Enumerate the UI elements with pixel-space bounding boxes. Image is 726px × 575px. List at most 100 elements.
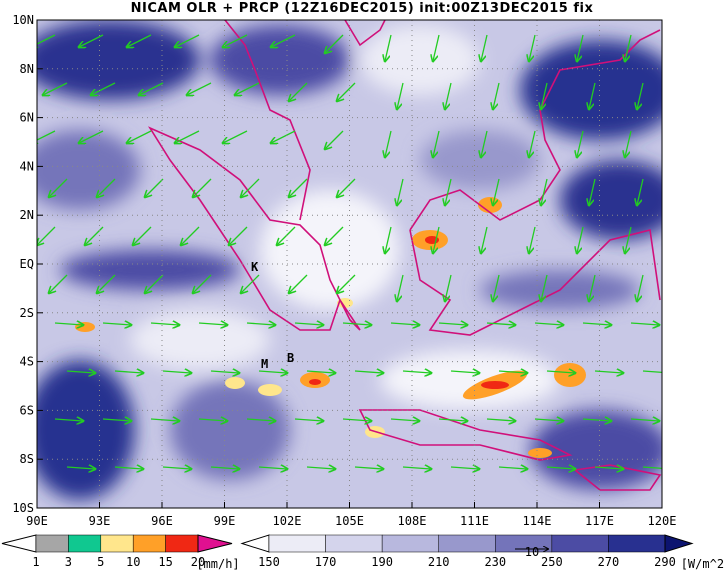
wind-vector xyxy=(433,226,440,253)
lon-label: 111E xyxy=(460,514,489,528)
colorbars: 1 3 5 10 15 20[mm/h] 150 170 190 210 230 250 270 290 [… xyxy=(1,534,726,571)
lat-label: EQ xyxy=(20,257,34,271)
colorbar-label: 10 xyxy=(126,555,140,569)
wind-vector xyxy=(498,371,527,373)
wind-vector xyxy=(102,419,131,421)
wind-vector xyxy=(594,371,623,373)
wind-vector xyxy=(306,371,335,373)
colorbar-segment xyxy=(268,534,326,553)
wind-vector xyxy=(445,178,452,205)
wind-vector xyxy=(642,466,662,470)
wind-vector xyxy=(594,467,623,469)
wind-vector xyxy=(193,274,212,293)
wind-vector xyxy=(127,34,152,47)
lon-label: 105E xyxy=(335,514,364,528)
colorbar-label: 270 xyxy=(598,555,620,569)
wind-vector xyxy=(43,82,68,95)
colorbar-unit: [W/m^2] xyxy=(681,557,726,571)
colorbar-segment xyxy=(325,534,383,553)
wind-vector xyxy=(445,274,452,301)
wind-vector xyxy=(175,130,200,143)
wind-vector xyxy=(150,419,179,421)
coastlines xyxy=(147,20,662,491)
wind-vector xyxy=(637,178,644,205)
wind-vectors xyxy=(37,34,662,470)
wind-vector xyxy=(577,226,584,253)
wind-vector xyxy=(625,130,632,157)
wind-vector xyxy=(493,274,500,301)
wind-vector xyxy=(577,130,584,157)
wind-vector xyxy=(445,82,452,109)
wind-vector xyxy=(577,34,584,61)
wind-vector xyxy=(402,371,431,373)
wind-vector xyxy=(150,323,179,325)
wind-vector xyxy=(187,82,212,95)
wind-vector xyxy=(630,323,659,325)
map-title: NICAM OLR + PRCP (12Z16DEC2015) init:00Z… xyxy=(131,1,594,16)
wind-vector xyxy=(486,419,515,421)
wind-vector xyxy=(79,34,104,47)
wind-vector xyxy=(450,371,479,373)
wind-vector xyxy=(210,371,239,373)
colorbar-label: 230 xyxy=(484,555,506,569)
map-marker: M xyxy=(261,357,268,371)
wind-vector xyxy=(546,467,575,469)
wind-vector xyxy=(498,467,527,469)
olr-field xyxy=(37,20,662,508)
wind-vector xyxy=(541,178,548,205)
wind-vector xyxy=(210,467,239,469)
wind-vector xyxy=(337,178,356,197)
colorbar-under xyxy=(1,534,37,553)
colorbar-segment xyxy=(35,534,69,553)
wind-vector xyxy=(193,178,212,197)
wind-vector xyxy=(438,323,467,325)
wind-vector xyxy=(486,323,515,325)
wind-vector xyxy=(162,371,191,373)
lon-label: 117E xyxy=(585,514,614,528)
wind-vector xyxy=(397,82,404,109)
wind-vector xyxy=(229,226,248,245)
wind-vector xyxy=(79,130,104,143)
wind-vector xyxy=(289,178,308,197)
wind-vector xyxy=(582,419,611,421)
colorbar-segment xyxy=(608,534,666,553)
wind-vector xyxy=(49,178,68,197)
lat-label: 2N xyxy=(20,208,34,222)
colorbar-label: 250 xyxy=(541,555,563,569)
lat-label: 2S xyxy=(20,306,34,320)
wind-vector xyxy=(246,419,275,421)
wind-vector xyxy=(493,82,500,109)
wind-vector xyxy=(102,323,131,325)
colorbar-label: 3 xyxy=(65,555,72,569)
colorbar-segment xyxy=(68,534,102,553)
vector-reference-label: 10 xyxy=(525,545,539,559)
lon-label: 96E xyxy=(151,514,173,528)
wind-vector xyxy=(37,130,56,143)
wind-vector xyxy=(306,467,335,469)
wind-vector xyxy=(589,82,596,109)
colorbar-label: 5 xyxy=(97,555,104,569)
wind-vector xyxy=(175,34,200,47)
wind-vector xyxy=(493,178,500,205)
lat-label: 6N xyxy=(20,111,34,125)
wind-vector xyxy=(66,467,95,469)
wind-vector xyxy=(402,467,431,469)
wind-vector xyxy=(258,371,287,373)
wind-vector xyxy=(397,178,404,205)
wind-vector xyxy=(162,467,191,469)
wind-vector xyxy=(354,371,383,373)
wind-vector xyxy=(325,226,344,245)
wind-vector xyxy=(198,419,227,421)
wind-vector xyxy=(258,467,287,469)
wind-vector xyxy=(235,82,260,95)
wind-vector xyxy=(37,34,56,47)
wind-vector xyxy=(385,226,392,253)
colorbar-segment xyxy=(132,534,166,553)
wind-vector xyxy=(390,323,419,325)
wind-vector xyxy=(438,419,467,421)
wind-vector xyxy=(337,82,356,101)
wind-vector xyxy=(589,274,596,301)
wind-vector xyxy=(582,323,611,325)
wind-vector xyxy=(223,34,248,47)
